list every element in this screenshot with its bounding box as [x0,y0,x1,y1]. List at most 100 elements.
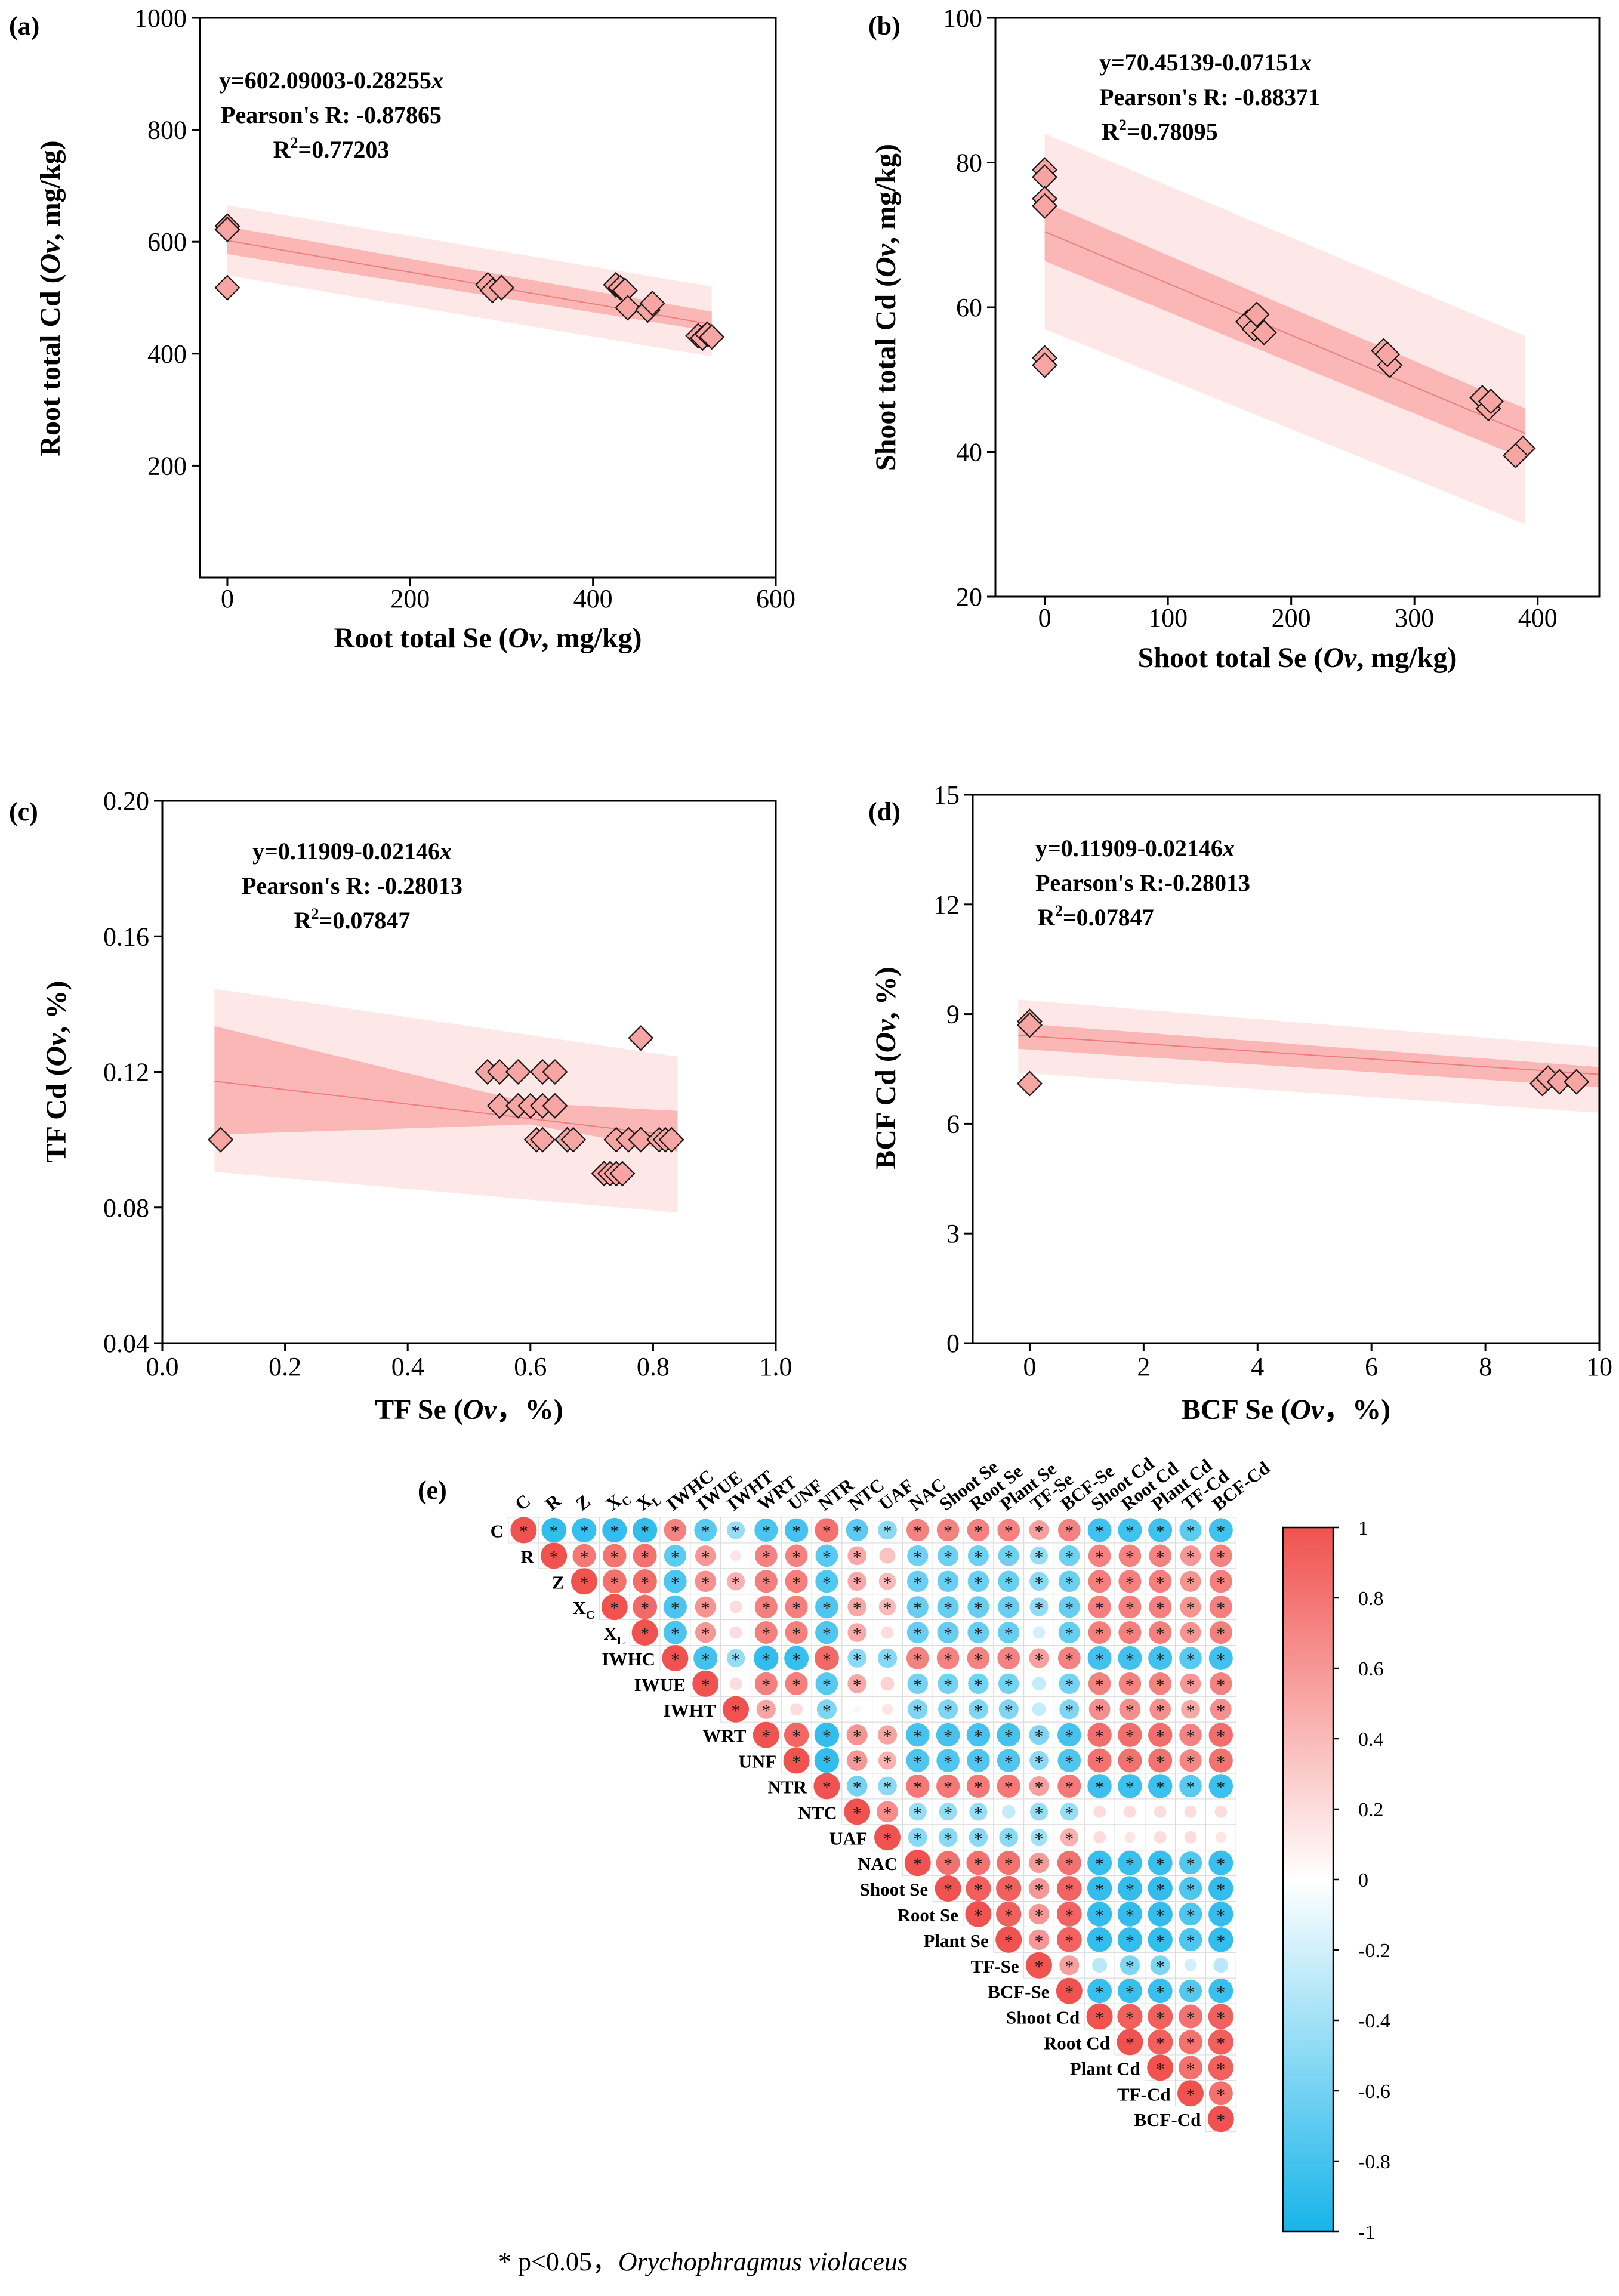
significance-star: * [1035,1906,1044,1925]
x-tick-label: 6 [1365,1352,1378,1381]
correlation-circle [936,1723,960,1747]
y-axis-label: BCF Cd (Ov, %) [870,967,902,1169]
significance-star: * [1004,1854,1013,1874]
significance-star: * [640,1547,649,1567]
correlation-circle [997,1851,1021,1875]
significance-star: * [883,1829,892,1848]
significance-star: * [1186,2008,1195,2028]
correlation-circle [844,1798,871,1825]
data-point [486,1093,513,1119]
correlation-circle [1032,1626,1046,1639]
correlation-circle [998,1699,1019,1720]
correlation-circle [1032,1677,1046,1691]
fit-equation: y=0.11909-0.02146x [252,838,452,865]
correlation-circle [1059,1699,1080,1720]
pearson-r: Pearson's R: -0.88371 [1099,84,1320,110]
significance-star: * [943,1854,952,1874]
data-point [208,1127,234,1153]
fit-equation: y=70.45139-0.07151x [1099,49,1312,76]
correlation-circle [1118,1621,1142,1644]
correlation-circle [1209,1596,1232,1619]
correlation-circle [754,1544,778,1567]
colorbar-tick-label: -0.8 [1358,2151,1390,2173]
correlation-circle [1208,1748,1233,1773]
correlation-circle [692,1670,719,1697]
significance-star: * [1065,1957,1074,1977]
correlation-circle [906,1519,929,1542]
correlation-circle [878,1598,896,1616]
significance-star: * [701,1675,710,1695]
correlation-circle [936,1519,960,1542]
correlation-circle [784,1646,809,1671]
correlation-circle [847,1674,867,1693]
significance-star: * [1004,1547,1013,1567]
y-axis-label: Shoot total Cd (Ov, mg/kg) [870,144,902,471]
correlation-circle [1178,2056,1203,2080]
significance-star: * [1095,1983,1104,2002]
correlation-circle [966,1723,991,1747]
correlation-circle [847,1623,867,1642]
significance-star: * [943,1573,952,1593]
correlation-circle [1177,2080,1204,2107]
colorbar-tick-label: 0.8 [1358,1588,1384,1610]
significance-star: * [732,1650,741,1669]
correlation-circle [969,1803,988,1821]
significance-star: * [913,1650,922,1669]
correlation-circle [1148,1850,1173,1875]
correlation-circle [783,1747,810,1774]
correlation-circle [1029,1520,1049,1541]
correlation-circle [813,1773,840,1800]
data-point [1032,352,1058,378]
correlation-circle [664,1569,687,1593]
fit-equation: y=602.09003-0.28255x [219,67,443,94]
correlation-circle [1213,1958,1229,1973]
correlation-circle [907,1673,929,1695]
correlation-circle [730,1550,742,1561]
significance-star: * [550,1547,559,1567]
significance-star: * [640,1598,649,1618]
significance-star: * [974,1598,983,1618]
significance-star: * [1065,1598,1074,1618]
correlation-circle [997,1774,1020,1798]
correlation-circle [1179,1979,1202,2002]
correlation-circle [754,1596,778,1619]
row-label: IWUE [634,1674,686,1695]
correlation-circle [1150,1955,1170,1976]
significance-star: * [822,1573,831,1593]
correlation-circle [999,1828,1019,1847]
correlation-circle [906,1647,929,1669]
correlation-circle [1180,1596,1201,1618]
correlation-circle [1208,1774,1233,1798]
pearson-r: Pearson's R: -0.87865 [221,101,442,128]
correlation-circle [790,1703,803,1716]
data-point [1016,1070,1043,1097]
significance-star: * [913,1573,922,1593]
correlation-circle [998,1673,1019,1695]
significance-star: * [1216,1675,1225,1695]
correlation-heatmap: (e) * * * * * * * * * * * * * * * * * * * * * * * * * * * * * * * * * * * * *… [418,1453,1390,2243]
correlation-circle [968,1699,988,1720]
significance-star: * [974,1777,983,1797]
correlation-circle [1180,1570,1201,1592]
correlation-circle [997,1519,1020,1542]
significance-star: * [701,1650,710,1669]
correlation-circle [601,1594,628,1621]
colorbar-tick-label: -0.4 [1358,2010,1390,2032]
significance-star: * [1035,1957,1044,1977]
correlation-circle [1057,1723,1081,1747]
r-squared: R2=0.07847 [1038,902,1154,931]
colorbar-tick-label: -1 [1358,2221,1375,2243]
row-label: NTR [768,1776,807,1797]
correlation-circle [1149,1698,1171,1720]
panel-label: (a) [9,11,39,41]
significance-star: * [761,1624,770,1644]
correlation-circle [1178,2004,1203,2029]
row-label: Root Se [898,1905,958,1925]
significance-star: * [761,1573,770,1593]
correlation-circle [754,1570,778,1593]
correlation-circle [1056,1977,1083,2004]
significance-star: * [1095,1650,1104,1669]
row-label: C [491,1520,504,1541]
correlation-circle [1120,1955,1140,1976]
significance-star: * [1186,1701,1195,1721]
